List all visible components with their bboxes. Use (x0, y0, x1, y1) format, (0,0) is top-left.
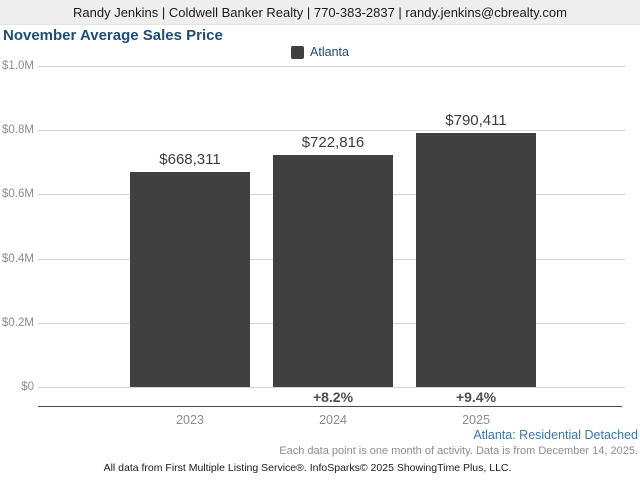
x-axis-tick-label: 2024 (319, 413, 347, 427)
series-description: Atlanta: Residential Detached (473, 428, 638, 442)
legend: Atlanta (0, 44, 640, 60)
bar-value-label: $668,311 (159, 151, 221, 169)
data-freshness-note: Each data point is one month of activity… (279, 445, 638, 457)
y-axis-tick-label: $0.8M (2, 124, 34, 137)
x-axis-tick-label: 2025 (462, 413, 490, 427)
bar-value-label: $722,816 (301, 133, 365, 151)
y-axis-tick-label: $0.6M (2, 188, 34, 201)
attribution-note: All data from First Multiple Listing Ser… (103, 462, 512, 474)
bar-2023 (130, 172, 250, 387)
agent-contact-text: Randy Jenkins | Coldwell Banker Realty |… (73, 4, 567, 20)
pct-change-label: +8.2% (312, 389, 354, 405)
bar-value-label: $790,411 (445, 112, 507, 130)
agent-contact-bar: Randy Jenkins | Coldwell Banker Realty |… (0, 0, 640, 25)
pct-change-label: +9.4% (455, 389, 497, 405)
y-axis-tick-label: $0.4M (2, 252, 34, 265)
x-axis-tick-label: 2023 (176, 413, 204, 427)
bar-2024 (273, 154, 393, 387)
y-axis-tick-label: $1.0M (2, 60, 34, 72)
y-gridline (38, 387, 625, 388)
y-axis-tick-label: $0 (21, 381, 34, 393)
bar-2025 (416, 133, 536, 387)
x-axis-line (38, 406, 622, 407)
legend-swatch-atlanta (291, 45, 305, 59)
legend-label-atlanta: Atlanta (310, 45, 349, 59)
chart-title: November Average Sales Price (3, 27, 223, 44)
y-axis-tick-label: $0.2M (2, 316, 34, 329)
y-gridline (38, 130, 625, 132)
y-gridline (38, 66, 625, 67)
